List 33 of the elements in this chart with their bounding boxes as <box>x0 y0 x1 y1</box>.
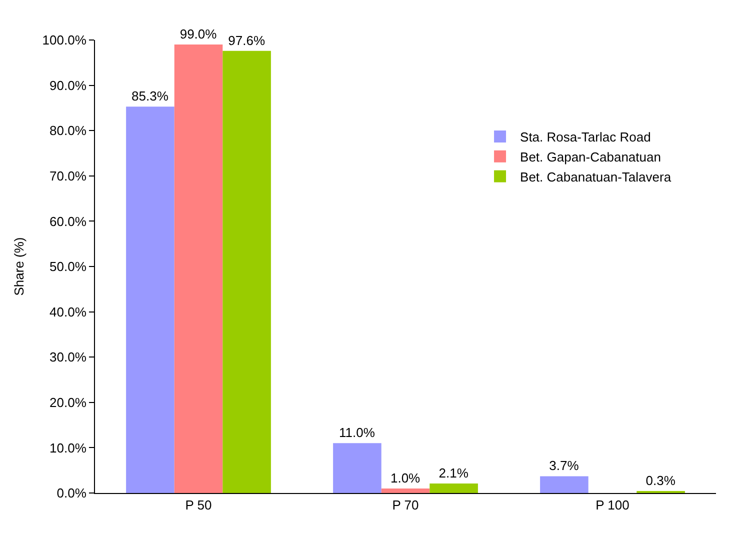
bar <box>126 106 174 493</box>
y-tick-label: 70.0% <box>50 168 87 184</box>
data-label: 3.7% <box>549 458 580 474</box>
bar <box>333 443 382 493</box>
data-label: 99.0% <box>180 26 218 42</box>
y-tick-label: 20.0% <box>50 394 87 410</box>
x-tick-label: P 70 <box>392 498 419 513</box>
y-tick-label: 10.0% <box>50 440 87 456</box>
data-label: 11.0% <box>339 425 376 440</box>
legend-label: Sta. Rosa-Tarlac Road <box>520 130 651 145</box>
data-label: 97.6% <box>228 32 266 48</box>
bar <box>430 483 478 493</box>
data-label: 2.1% <box>438 465 469 480</box>
y-tick-label: 30.0% <box>50 350 87 365</box>
y-tick-label: 50.0% <box>50 259 87 274</box>
data-label: 1.0% <box>390 470 421 486</box>
y-tick-label: 100.0% <box>42 32 87 48</box>
y-tick-label: 60.0% <box>50 214 87 229</box>
x-tick-label: P 50 <box>185 498 212 513</box>
data-label: 0.3% <box>646 473 676 488</box>
legend-label: Bet. Gapan-Cabanatuan <box>520 149 661 164</box>
y-tick-label: 40.0% <box>50 304 87 320</box>
bar <box>540 476 588 493</box>
y-tick-label: 0.0% <box>56 486 87 501</box>
y-tick-label: 80.0% <box>50 123 87 138</box>
x-tick-label: P 100 <box>596 498 630 513</box>
bar <box>222 50 271 493</box>
data-label: 85.3% <box>132 88 169 104</box>
y-axis-title: Share (%) <box>11 237 26 296</box>
bar <box>174 44 223 493</box>
y-tick-label: 90.0% <box>50 78 87 93</box>
legend-label: Bet. Cabanatuan-Talavera <box>520 169 672 184</box>
bar <box>381 488 430 493</box>
